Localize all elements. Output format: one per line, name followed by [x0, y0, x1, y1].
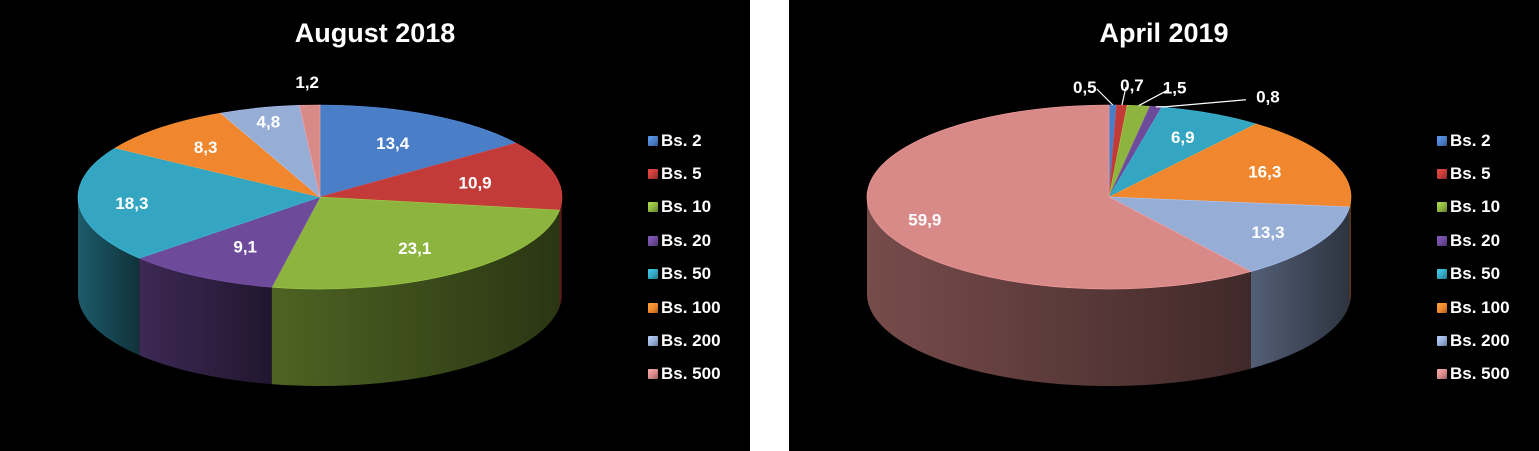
leader-line	[1138, 89, 1169, 107]
pie-slice-side-bs-5	[559, 197, 562, 308]
data-label: 13,3	[1251, 223, 1284, 242]
pie-slice-bs-500	[299, 104, 321, 198]
legend-item: Bs. 200	[648, 324, 721, 357]
leader-line	[1096, 88, 1114, 106]
legend-item: Bs. 5	[1437, 157, 1510, 190]
pie-slice-bs-50	[77, 147, 322, 259]
pie-slice-side-bs-50	[78, 197, 140, 356]
data-label: 23,1	[398, 239, 431, 258]
legend-label: Bs. 10	[1450, 197, 1501, 217]
legend-label: Bs. 200	[661, 331, 721, 351]
pie-slice-side-bs-100	[1349, 197, 1351, 304]
legend-item: Bs. 100	[648, 291, 721, 324]
legend-swatch	[1437, 202, 1447, 213]
pie-slice-side-bs-10	[271, 210, 560, 386]
legend-item: Bs. 20	[648, 224, 721, 257]
legend-label: Bs. 500	[661, 364, 721, 384]
chart-title: August 2018	[294, 18, 456, 48]
data-label: 1,5	[1163, 79, 1187, 98]
data-label: 9,1	[233, 237, 257, 256]
pie-slice-bs-50	[1108, 106, 1258, 198]
legend-label: Bs. 50	[661, 264, 712, 284]
legend-swatch	[1437, 235, 1447, 246]
data-label: 16,3	[1248, 163, 1281, 182]
legend-swatch	[1437, 135, 1447, 146]
legend-august-2018: Bs. 2 Bs. 5 Bs. 10 Bs. 20 Bs. 50 Bs. 100 Bs. 2…	[648, 124, 721, 391]
legend-label: Bs. 5	[1450, 164, 1491, 184]
data-label: 0,7	[1120, 76, 1144, 95]
chart-title: April 2019	[1099, 18, 1229, 48]
data-label: 0,5	[1073, 78, 1097, 97]
legend-item: Bs. 200	[1437, 324, 1510, 357]
data-label: 10,9	[459, 173, 492, 192]
legend-item: Bs. 5	[648, 157, 721, 190]
legend-label: Bs. 20	[1450, 230, 1501, 250]
data-label: 59,9	[908, 211, 941, 230]
legend-item: Bs. 500	[1437, 358, 1510, 391]
legend-swatch	[648, 169, 658, 180]
pie-chart-august-2018: 13,4 10,9 23,1 9,1 18,3 8,3 4,8 1,2	[77, 73, 563, 386]
legend-item: Bs. 2	[1437, 124, 1510, 157]
data-label: 13,4	[376, 134, 410, 153]
pie-slice-bs-10	[271, 196, 560, 290]
pie-slice-bs-2	[319, 104, 517, 198]
legend-label: Bs. 500	[1450, 364, 1510, 384]
legend-item: Bs. 100	[1437, 291, 1510, 324]
pie-slice-bs-5	[319, 142, 563, 211]
legend-swatch	[1437, 336, 1447, 347]
legend-label: Bs. 2	[1450, 130, 1491, 150]
data-label: 1,2	[295, 73, 319, 92]
legend-item: Bs. 10	[648, 191, 721, 224]
data-label: 6,9	[1171, 128, 1195, 147]
legend-label: Bs. 5	[661, 164, 702, 184]
pie-chart-april-2019: 0,5 0,7 1,5 0,8 6,9 16,3 13,3 59,9	[866, 76, 1352, 386]
pie-slice-bs-100	[1108, 123, 1352, 208]
legend-item: Bs. 10	[1437, 191, 1510, 224]
data-label: 0,8	[1256, 88, 1280, 107]
legend-swatch	[1437, 369, 1447, 380]
pie-slice-bs-20	[138, 196, 321, 288]
legend-item: Bs. 50	[648, 258, 721, 291]
legend-swatch	[648, 135, 658, 146]
legend-item: Bs. 2	[648, 124, 721, 157]
leader-line	[1155, 99, 1246, 108]
pie-slice-bs-200	[1108, 196, 1350, 272]
legend-swatch	[648, 235, 658, 246]
legend-swatch	[1437, 169, 1447, 180]
pie-slice-side-bs-20	[139, 258, 272, 385]
data-label: 8,3	[194, 138, 218, 157]
pie-slice-side-bs-200	[1250, 206, 1350, 369]
legend-label: Bs. 100	[1450, 297, 1510, 317]
legend-item: Bs. 20	[1437, 224, 1510, 257]
legend-label: Bs. 100	[661, 297, 721, 317]
pie-slice-bs-500	[866, 104, 1252, 290]
legend-swatch	[648, 202, 658, 213]
legend-item: Bs. 50	[1437, 258, 1510, 291]
legend-swatch	[648, 369, 658, 380]
chart-panel-april-2019: April 2019 0,5 0,7 1,5 0,8 6,9 16,3 13,3 59,9 B…	[789, 0, 1539, 451]
pie-slice-side-bs-500	[867, 197, 1251, 386]
leader-line	[1121, 87, 1127, 106]
legend-label: Bs. 200	[1450, 331, 1510, 351]
legend-swatch	[648, 336, 658, 347]
legend-april-2019: Bs. 2 Bs. 5 Bs. 10 Bs. 20 Bs. 50 Bs. 100 Bs. 2…	[1437, 124, 1510, 391]
data-label: 4,8	[257, 112, 281, 131]
data-label: 18,3	[115, 194, 148, 213]
legend-swatch	[1437, 269, 1447, 280]
legend-label: Bs. 10	[661, 197, 712, 217]
legend-swatch	[1437, 302, 1447, 313]
legend-label: Bs. 50	[1450, 264, 1501, 284]
legend-item: Bs. 500	[648, 358, 721, 391]
pie-slice-bs-100	[114, 112, 321, 198]
legend-label: Bs. 2	[661, 130, 702, 150]
legend-swatch	[648, 269, 658, 280]
legend-swatch	[648, 302, 658, 313]
chart-panel-august-2018: August 2018 13,4 10,9 23,1 9,1 18,3 8,3 4,8 1,2…	[0, 0, 750, 451]
legend-label: Bs. 20	[661, 230, 712, 250]
